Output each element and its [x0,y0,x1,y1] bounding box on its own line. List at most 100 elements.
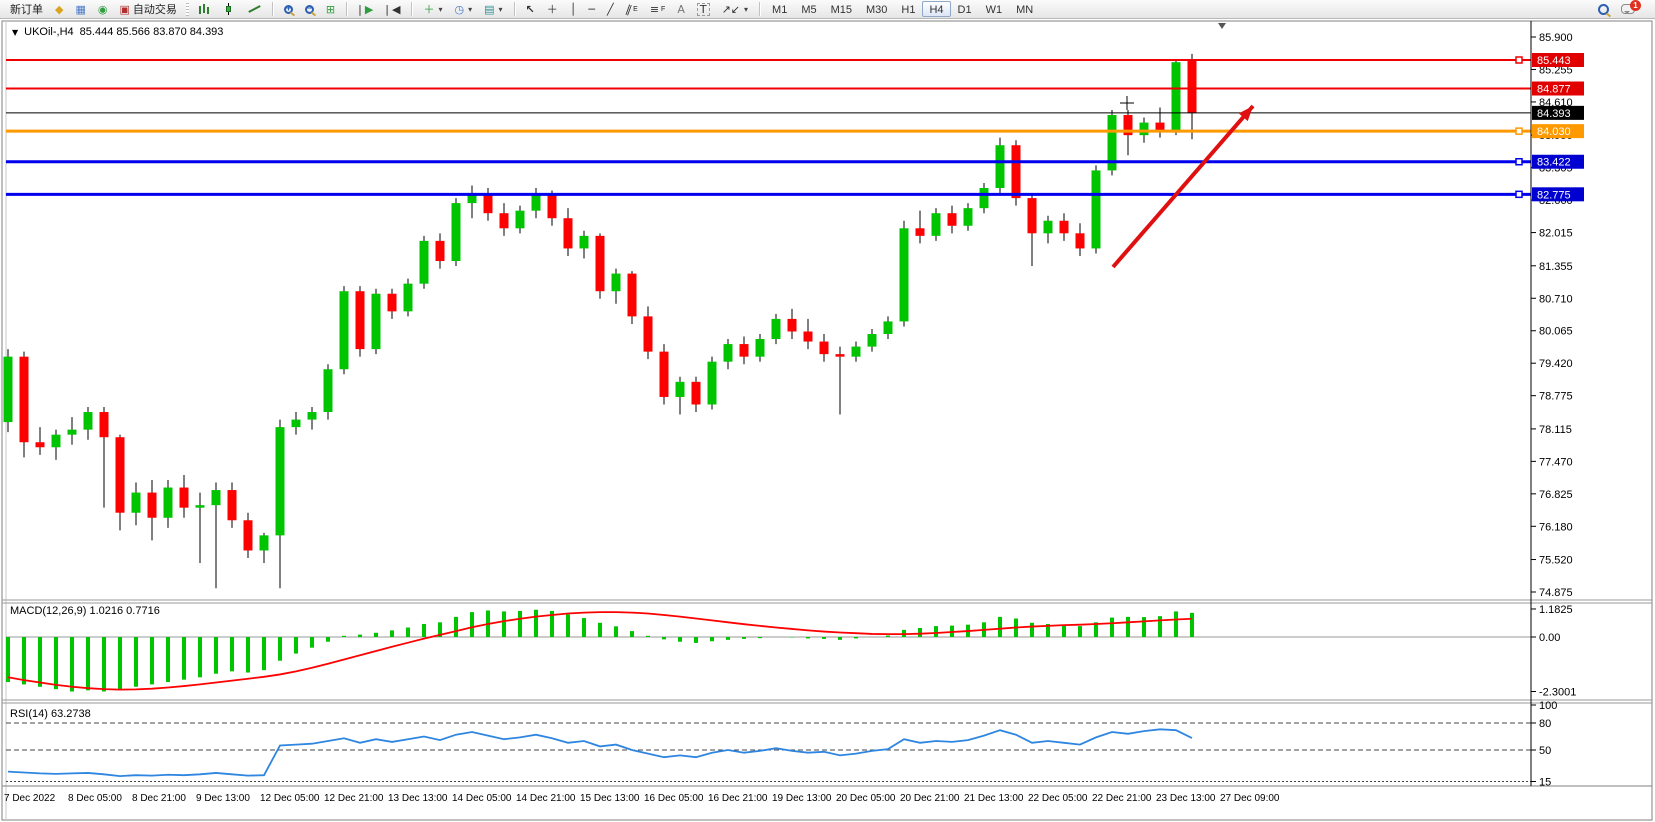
timeframe-button-W1[interactable]: W1 [985,4,1003,16]
timeframe-button-M1[interactable]: M1 [772,4,788,16]
search-button[interactable] [1592,1,1615,18]
new-order-button[interactable]: 新订单 [4,1,49,18]
trend-arrow-line[interactable] [1111,104,1255,269]
candle-body [1123,115,1133,136]
level-anchor-handle[interactable] [1515,127,1523,135]
auto-scroll-button[interactable]: | ▶ [352,1,379,18]
timeframe-button-M5[interactable]: M5 [801,4,817,16]
arrows-tool-button[interactable]: ↗↙ ▾ [716,1,754,18]
clock-icon: ◷ [454,2,465,16]
channel-tool-button[interactable]: ∥ E [620,1,644,18]
crosshair-tool-button[interactable]: ＋ [541,1,564,18]
fibonacci-icon: ≡ [649,2,660,16]
market-watch-icon: ▦ [75,2,86,16]
timeframe-button-M30[interactable]: M30 [866,4,888,16]
candle-body [867,334,877,347]
rsi-axis-label: 80 [1539,718,1551,730]
time-axis-label: 20 Dec 05:00 [836,793,896,804]
scroll-position-marker [1218,23,1226,29]
zoom-out-icon: − [304,2,314,14]
line-chart-style-button[interactable] [242,1,267,18]
navigator-button[interactable]: ◉ [92,1,114,18]
order-book-icon: ◆ [55,2,64,16]
new-order-label: 新订单 [10,4,43,16]
candle-body [1107,115,1117,171]
templates-button[interactable]: ▤ ▾ [478,1,508,18]
text-tool-button[interactable]: A [671,1,691,18]
periods-button[interactable]: ◷ ▾ [449,1,479,18]
auto-scroll-icon: | [358,2,362,16]
macd-axis-label: 0.00 [1539,632,1560,644]
price-badge-label: 83.422 [1537,157,1571,169]
vertical-line-tool-button[interactable]: │ [564,1,583,18]
toolbar-separator [513,2,515,16]
rsi-line [7,728,1193,778]
candle-body [371,293,381,350]
level-anchor-handle[interactable] [1515,56,1523,64]
timeframe-button-D1[interactable]: D1 [957,4,972,16]
notifications-button[interactable]: 1 [1615,0,1641,18]
text-label-tool-button[interactable]: T [691,1,716,18]
candle-body [579,235,589,249]
trendline-tool-button[interactable]: ╱ [601,1,620,18]
candle-body [195,505,205,508]
bar-chart-style-button[interactable] [192,1,217,18]
candle-body [227,490,237,521]
tile-windows-button[interactable]: ⊞ [320,1,341,18]
time-axis-label: 20 Dec 21:00 [900,793,960,804]
timeframe-button-H4[interactable]: H4 [922,1,951,17]
time-axis-label: 15 Dec 13:00 [580,793,640,804]
level-anchor-handle[interactable] [1515,190,1523,199]
dropdown-arrow-icon: ▾ [468,4,473,14]
add-indicator-icon: ＋ [423,2,435,16]
candle-body [915,228,925,236]
toolbar-group-chart-style [192,0,267,19]
price-axis-label: 79.420 [1539,358,1573,370]
candlestick-style-button[interactable] [217,1,242,18]
channel-letter: E [633,5,638,13]
rsi-axis-label: 50 [1539,745,1551,757]
timeframe-button-M15[interactable]: M15 [830,4,852,16]
level-anchor-handle[interactable] [1515,157,1523,166]
add-indicator-button[interactable]: ＋ ▾ [417,1,448,18]
toolbar-drag-handle[interactable] [185,2,189,16]
zoom-in-button[interactable]: + [278,1,299,18]
horizontal-line-tool-button[interactable]: ─ [582,1,601,18]
candle-body [643,316,653,352]
order-book-button[interactable]: ◆ [49,1,69,18]
chart-window-border [1,20,1653,821]
fibonacci-tool-button[interactable]: ≡ F [644,1,672,18]
price-axis-label: 82.015 [1539,228,1573,240]
candle-body [99,412,109,438]
candle-body [899,228,909,322]
timeframe-button-H1[interactable]: H1 [901,4,916,16]
candle-body [51,434,61,448]
zoom-out-button[interactable]: − [299,1,320,18]
price-axis-label: 85.900 [1539,32,1573,44]
candle-body [1075,233,1085,249]
trend-arrow-head[interactable] [1238,106,1253,122]
candle-body [563,218,573,249]
price-badge-84.030 [1532,124,1584,139]
toolbar-group-zoom: + − ⊞ [278,0,341,19]
vertical-line-icon: │ [569,2,577,16]
chart-shift-button[interactable]: | ◀ [379,1,406,18]
price-badge-label: 84.393 [1537,108,1571,120]
time-axis-label: 21 Dec 13:00 [964,793,1024,804]
candle-body [1043,220,1053,234]
time-axis-label: 16 Dec 21:00 [708,793,768,804]
cursor-tool-button[interactable]: ↖ [520,1,541,18]
main-toolbar: 新订单 ◆ ▦ ◉ ▣ 自动交易 [0,0,1655,19]
auto-trading-button[interactable]: ▣ 自动交易 [113,1,182,18]
collapse-chart-icon[interactable]: ▼ [12,27,19,37]
market-watch-button[interactable]: ▦ [69,1,91,18]
toolbar-group-trade: 新订单 ◆ ▦ ◉ ▣ 自动交易 [4,0,183,19]
candle-body [307,412,317,420]
chart-symbol-period: UKOil-,H4 [24,26,74,38]
timeframe-toolbar: M1 M5 M15 M30 H1 H4 D1 W1 MN [765,0,1040,19]
auto-scroll-arrow-icon: ▶ [364,2,374,16]
timeframe-button-MN[interactable]: MN [1016,4,1034,16]
candle-body [883,321,893,335]
chart-canvas[interactable]: 85.90085.25584.61083.95083.30582.66082.0… [0,20,1655,822]
